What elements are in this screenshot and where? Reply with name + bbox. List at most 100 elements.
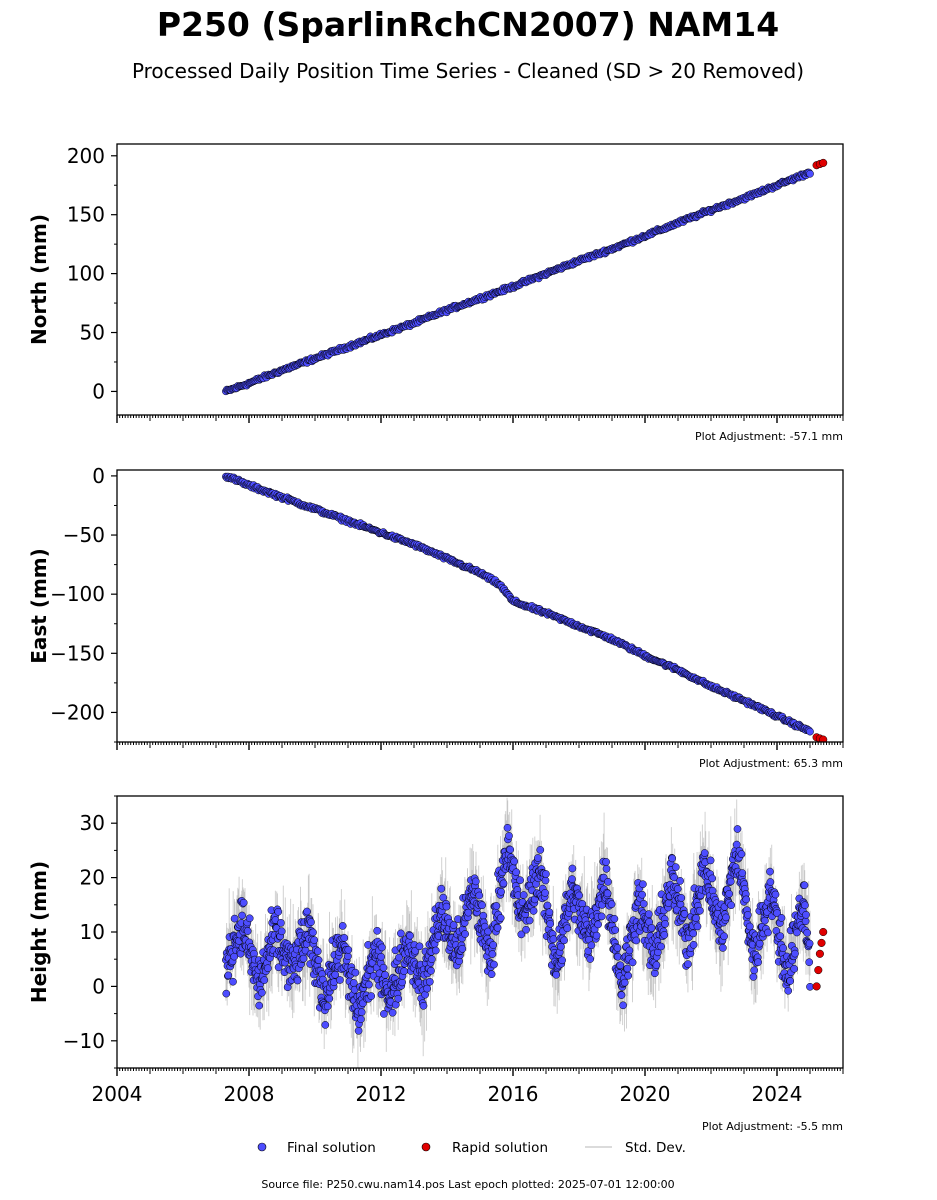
- final-solution-point: [696, 906, 704, 915]
- final-solution-point: [542, 870, 550, 878]
- final-solution-point: [545, 908, 554, 917]
- final-solution-point: [764, 928, 772, 937]
- final-solution-point: [725, 889, 734, 898]
- final-solution-point: [803, 928, 812, 937]
- rapid-solution-point: [814, 966, 823, 975]
- final-solution-point: [557, 942, 565, 951]
- final-solution-point: [692, 914, 700, 922]
- final-solution-point: [299, 954, 308, 963]
- final-solution-point: [661, 920, 669, 928]
- final-solution-point: [676, 877, 684, 885]
- final-solution-point: [624, 971, 633, 980]
- final-solution-point: [365, 980, 373, 989]
- final-solution-point: [493, 923, 502, 932]
- final-solution-point: [719, 944, 727, 952]
- final-solution-point: [321, 1021, 330, 1029]
- final-solution-point: [620, 978, 629, 987]
- y-tick-label: 150: [67, 203, 105, 227]
- final-solution-point: [415, 942, 424, 951]
- final-solution-point: [602, 864, 611, 873]
- final-solution-point: [380, 1010, 388, 1018]
- final-solution-point: [784, 986, 793, 995]
- final-solution-point: [639, 880, 647, 889]
- final-solution-point: [274, 963, 283, 972]
- final-solution-point: [738, 869, 747, 877]
- final-solution-point: [238, 911, 246, 920]
- final-solution-point: [519, 891, 528, 899]
- rapid-solution-points: [812, 733, 828, 742]
- rapid-solution-point: [819, 158, 828, 167]
- final-solution-point: [489, 941, 498, 949]
- final-solution-point: [611, 926, 620, 934]
- panel-2: 0 −50 −100 −150 −200 East (mm) Plot Adjustment…: [27, 464, 844, 770]
- final-solution-point: [597, 912, 606, 921]
- final-solution-point: [379, 963, 388, 972]
- final-solution-point: [776, 932, 785, 941]
- legend-std-label: Std. Dev.: [625, 1140, 686, 1156]
- final-solution-point: [613, 944, 622, 952]
- final-solution-point: [516, 876, 524, 885]
- final-solution-point: [638, 890, 646, 899]
- final-solution-points: [222, 823, 814, 1035]
- final-solution-point: [423, 984, 431, 993]
- final-solution-point: [802, 910, 810, 919]
- final-solution-point: [398, 978, 406, 987]
- final-solution-point: [805, 939, 814, 948]
- final-solution-point: [552, 970, 561, 979]
- final-solution-point: [427, 955, 436, 964]
- x-tick-label: 2020: [620, 1082, 671, 1106]
- final-solution-point: [344, 952, 352, 961]
- y-axis-label: East (mm): [27, 548, 51, 664]
- final-solution-point: [478, 901, 486, 910]
- final-solution-point: [706, 856, 715, 865]
- final-solution-point: [260, 976, 269, 984]
- final-solution-point: [222, 989, 231, 998]
- final-solution-point: [377, 952, 385, 961]
- final-solution-point: [338, 922, 347, 930]
- final-solution-point: [677, 894, 686, 902]
- final-solution-point: [625, 946, 634, 955]
- x-tick-label: 2024: [752, 1082, 803, 1106]
- chart-title: P250 (SparlinRchCN2007) NAM14: [157, 5, 779, 44]
- y-tick-label: 10: [80, 920, 105, 944]
- final-solution-point: [668, 854, 677, 863]
- final-solution-point: [546, 919, 555, 928]
- final-solution-point: [505, 832, 513, 840]
- final-solution-point: [742, 895, 751, 904]
- final-solution-point: [325, 994, 334, 1003]
- final-solution-point: [805, 958, 814, 967]
- final-solution-point: [660, 931, 669, 939]
- final-solution-point: [541, 876, 550, 885]
- final-solution-point: [492, 902, 501, 910]
- final-solution-point: [602, 858, 610, 866]
- final-solution-point: [378, 943, 386, 952]
- final-solution-point: [427, 966, 435, 975]
- plot-area: [222, 158, 828, 396]
- final-solution-point: [367, 992, 376, 1000]
- final-solution-point: [806, 982, 814, 991]
- final-solution-point: [777, 914, 786, 922]
- final-solution-point: [575, 891, 583, 900]
- final-solution-point: [293, 976, 302, 985]
- rapid-solution-point: [815, 949, 824, 958]
- x-tick-label: 2012: [356, 1082, 407, 1106]
- final-solution-point: [497, 887, 505, 896]
- final-solution-point: [449, 921, 458, 929]
- final-solution-point: [313, 947, 322, 956]
- final-solution-point: [277, 919, 285, 927]
- y-axis-label: Height (mm): [27, 861, 51, 1003]
- legend: Final solution Rapid solution Std. Dev.: [257, 1140, 686, 1156]
- final-solution-point: [512, 868, 521, 877]
- final-solution-point: [563, 924, 572, 933]
- rapid-solution-points: [812, 158, 828, 170]
- y-tick-label: −100: [50, 582, 105, 606]
- final-solution-point: [771, 890, 780, 899]
- y-tick-label: 200: [67, 144, 105, 168]
- final-solution-point: [529, 907, 538, 915]
- y-tick-label: 0: [92, 379, 105, 403]
- x-tick-label: 2016: [488, 1082, 539, 1106]
- final-solution-point: [373, 926, 382, 935]
- final-solution-point: [354, 1026, 363, 1035]
- final-solution-points: [222, 168, 814, 396]
- final-solution-point: [617, 991, 626, 999]
